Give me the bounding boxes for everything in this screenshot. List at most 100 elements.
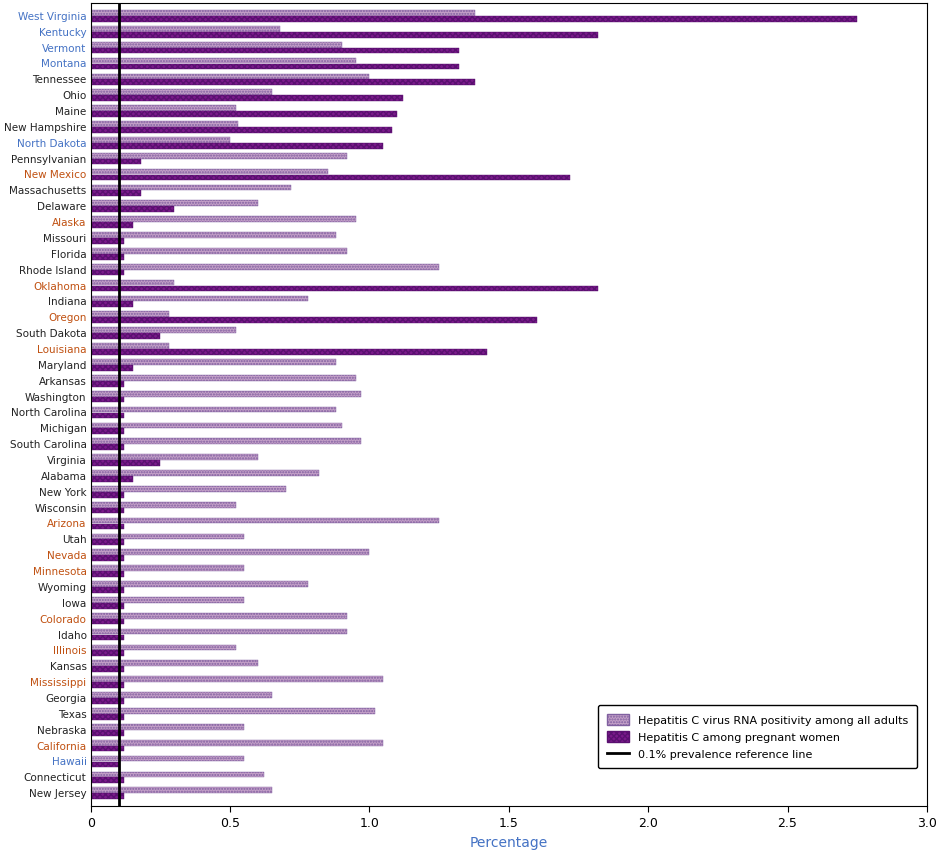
- Bar: [90, 518, 439, 524]
- Bar: [90, 223, 133, 229]
- Bar: [90, 90, 272, 96]
- Bar: [90, 344, 168, 350]
- X-axis label: Percentage: Percentage: [470, 835, 548, 849]
- Bar: [90, 170, 327, 175]
- Bar: [90, 49, 458, 55]
- Bar: [90, 714, 124, 720]
- Bar: [90, 740, 383, 746]
- Bar: [90, 508, 124, 514]
- Bar: [90, 444, 124, 450]
- Bar: [90, 201, 258, 207]
- Bar: [90, 17, 857, 23]
- Bar: [90, 572, 124, 577]
- Bar: [90, 106, 235, 112]
- Bar: [90, 540, 124, 546]
- Bar: [90, 112, 397, 118]
- Bar: [90, 128, 391, 134]
- Bar: [90, 413, 124, 419]
- Bar: [90, 438, 361, 444]
- Bar: [90, 143, 383, 149]
- Bar: [90, 461, 160, 467]
- Bar: [90, 397, 124, 403]
- Bar: [90, 59, 356, 64]
- Bar: [90, 328, 235, 334]
- Bar: [90, 217, 356, 223]
- Bar: [90, 787, 272, 793]
- Bar: [90, 360, 336, 365]
- Bar: [90, 365, 133, 371]
- Bar: [90, 471, 319, 476]
- Bar: [90, 160, 141, 165]
- Bar: [90, 566, 244, 572]
- Bar: [90, 777, 124, 783]
- Bar: [90, 249, 347, 254]
- Bar: [90, 682, 124, 688]
- Bar: [90, 635, 124, 641]
- Bar: [90, 375, 356, 381]
- Bar: [90, 661, 258, 666]
- Bar: [90, 65, 458, 70]
- Bar: [90, 281, 174, 286]
- Bar: [90, 185, 292, 191]
- Bar: [90, 74, 370, 80]
- Bar: [90, 138, 230, 143]
- Bar: [90, 302, 133, 308]
- Bar: [90, 176, 570, 181]
- Bar: [90, 629, 347, 635]
- Bar: [90, 233, 336, 239]
- Bar: [90, 645, 235, 651]
- Bar: [90, 651, 124, 657]
- Bar: [90, 254, 124, 260]
- Bar: [90, 477, 133, 482]
- Bar: [90, 122, 238, 128]
- Bar: [90, 762, 119, 768]
- Bar: [90, 455, 258, 461]
- Legend: Hepatitis C virus RNA positivity among all adults, Hepatitis C among pregnant wo: Hepatitis C virus RNA positivity among a…: [598, 705, 917, 769]
- Bar: [90, 381, 124, 387]
- Bar: [90, 699, 124, 704]
- Bar: [90, 756, 244, 762]
- Bar: [90, 676, 383, 682]
- Bar: [90, 550, 370, 555]
- Bar: [90, 43, 342, 49]
- Bar: [90, 429, 124, 434]
- Bar: [90, 392, 361, 397]
- Bar: [90, 502, 235, 508]
- Bar: [90, 746, 124, 751]
- Bar: [90, 407, 336, 413]
- Bar: [90, 11, 475, 17]
- Bar: [90, 287, 598, 292]
- Bar: [90, 296, 308, 302]
- Bar: [90, 492, 124, 498]
- Bar: [90, 524, 124, 530]
- Bar: [90, 239, 124, 245]
- Bar: [90, 619, 124, 624]
- Bar: [90, 708, 375, 714]
- Bar: [90, 154, 347, 160]
- Bar: [90, 96, 403, 102]
- Bar: [90, 588, 124, 593]
- Bar: [90, 423, 342, 429]
- Bar: [90, 80, 475, 86]
- Bar: [90, 613, 347, 619]
- Bar: [90, 597, 244, 603]
- Bar: [90, 603, 124, 609]
- Bar: [90, 724, 244, 730]
- Bar: [90, 693, 272, 698]
- Bar: [90, 350, 486, 356]
- Bar: [90, 270, 124, 276]
- Bar: [90, 772, 263, 777]
- Bar: [90, 534, 244, 540]
- Bar: [90, 334, 160, 339]
- Bar: [90, 27, 280, 32]
- Bar: [90, 32, 598, 38]
- Bar: [90, 582, 308, 587]
- Bar: [90, 191, 141, 197]
- Bar: [90, 264, 439, 270]
- Bar: [90, 666, 124, 672]
- Bar: [90, 207, 174, 212]
- Bar: [90, 730, 124, 735]
- Bar: [90, 312, 168, 318]
- Bar: [90, 318, 536, 323]
- Bar: [90, 555, 124, 561]
